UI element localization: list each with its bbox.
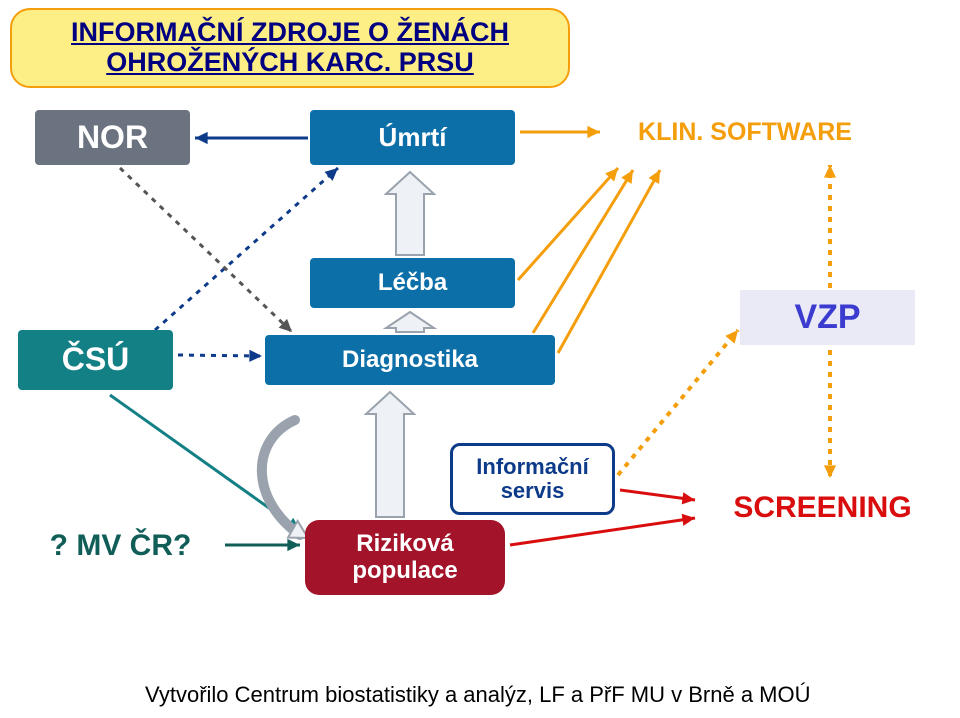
label-csu: ČSÚ bbox=[62, 342, 130, 377]
label-info: Informační servis bbox=[476, 455, 588, 503]
node-vzp: VZP bbox=[740, 290, 915, 345]
label-lecba: Léčba bbox=[378, 270, 447, 296]
node-diag: Diagnostika bbox=[265, 335, 555, 385]
footer-label: Vytvořilo Centrum biostatistiky a analýz… bbox=[145, 683, 811, 707]
node-screen: SCREENING bbox=[700, 480, 945, 535]
label-screen: SCREENING bbox=[733, 491, 911, 524]
node-riz: Riziková populace bbox=[305, 520, 505, 595]
node-csu: ČSÚ bbox=[18, 330, 173, 390]
diagram-stage: { "title_box": { "text": "INFORMAČNÍ ZDR… bbox=[0, 0, 960, 718]
label-mvcr: ? MV ČR? bbox=[50, 529, 192, 562]
label-klin: KLIN. SOFTWARE bbox=[638, 119, 852, 147]
node-umrti: Úmrtí bbox=[310, 110, 515, 165]
footer-text: Vytvořilo Centrum biostatistiky a analýz… bbox=[145, 680, 945, 710]
node-info: Informační servis bbox=[450, 443, 615, 515]
title-box: INFORMAČNÍ ZDROJE O ŽENÁCH OHROŽENÝCH KA… bbox=[10, 8, 570, 88]
node-lecba: Léčba bbox=[310, 258, 515, 308]
label-riz: Riziková populace bbox=[352, 531, 457, 584]
node-mvcr: ? MV ČR? bbox=[18, 520, 223, 570]
node-nor: NOR bbox=[35, 110, 190, 165]
label-diag: Diagnostika bbox=[342, 347, 478, 373]
label-umrti: Úmrtí bbox=[379, 123, 447, 152]
node-klin: KLIN. SOFTWARE bbox=[605, 105, 885, 160]
title-text: INFORMAČNÍ ZDROJE O ŽENÁCH OHROŽENÝCH KA… bbox=[71, 18, 509, 77]
label-vzp: VZP bbox=[794, 299, 860, 336]
label-nor: NOR bbox=[77, 120, 148, 155]
